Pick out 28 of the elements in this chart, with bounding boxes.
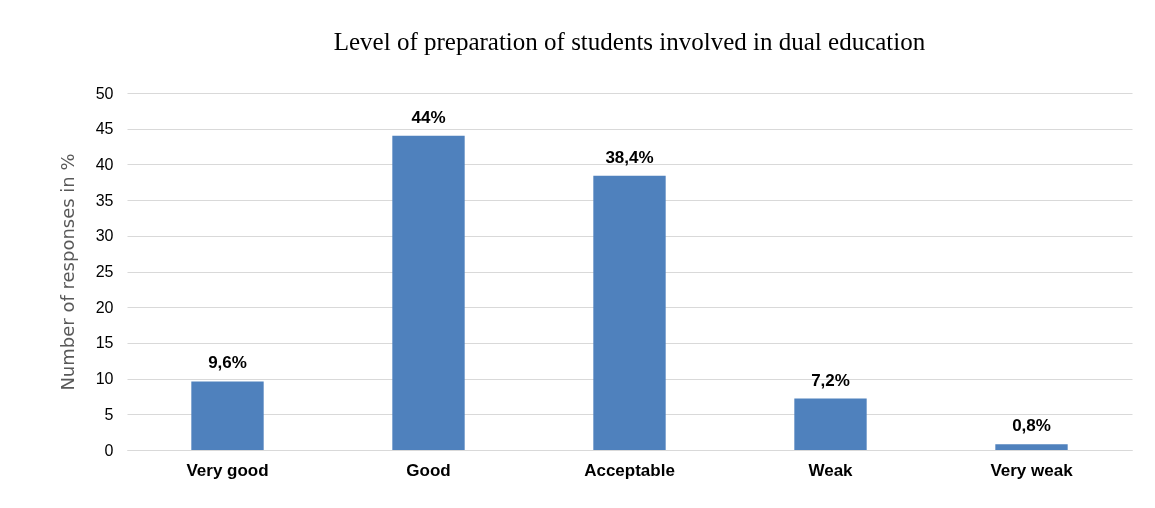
y-tick-label: 40: [95, 155, 114, 173]
y-tick-label: 25: [95, 263, 114, 280]
bar: [191, 381, 264, 450]
data-label: 44%: [411, 107, 446, 127]
data-label: 38,4%: [605, 147, 654, 167]
y-tick-label: 50: [95, 84, 114, 102]
x-tick-label: Weak: [808, 460, 854, 480]
y-tick-label: 15: [95, 334, 114, 352]
y-tick-label: 45: [95, 120, 114, 138]
x-tick-label: Acceptable: [584, 460, 675, 480]
data-label: 9,6%: [208, 353, 247, 373]
x-tick-label: Very good: [186, 460, 269, 480]
y-axis-title: Number of responses in %: [56, 153, 78, 391]
x-tick-label: Very weak: [990, 460, 1074, 480]
y-tick-label: 0: [104, 441, 114, 459]
bar: [995, 444, 1068, 450]
data-label: 7,2%: [811, 370, 850, 390]
data-label: 0,8%: [1012, 416, 1051, 436]
x-tick-label: Good: [406, 460, 451, 480]
y-tick-label: 10: [95, 370, 114, 388]
bar: [392, 135, 465, 450]
y-tick-label: 20: [95, 298, 114, 316]
bar: [593, 175, 666, 450]
bar: [794, 398, 867, 450]
y-tick-label: 30: [95, 227, 114, 245]
y-tick-label: 35: [95, 191, 114, 209]
chart-title: Level of preparation of students involved in dual education: [333, 28, 926, 55]
y-tick-label: 5: [104, 405, 114, 423]
